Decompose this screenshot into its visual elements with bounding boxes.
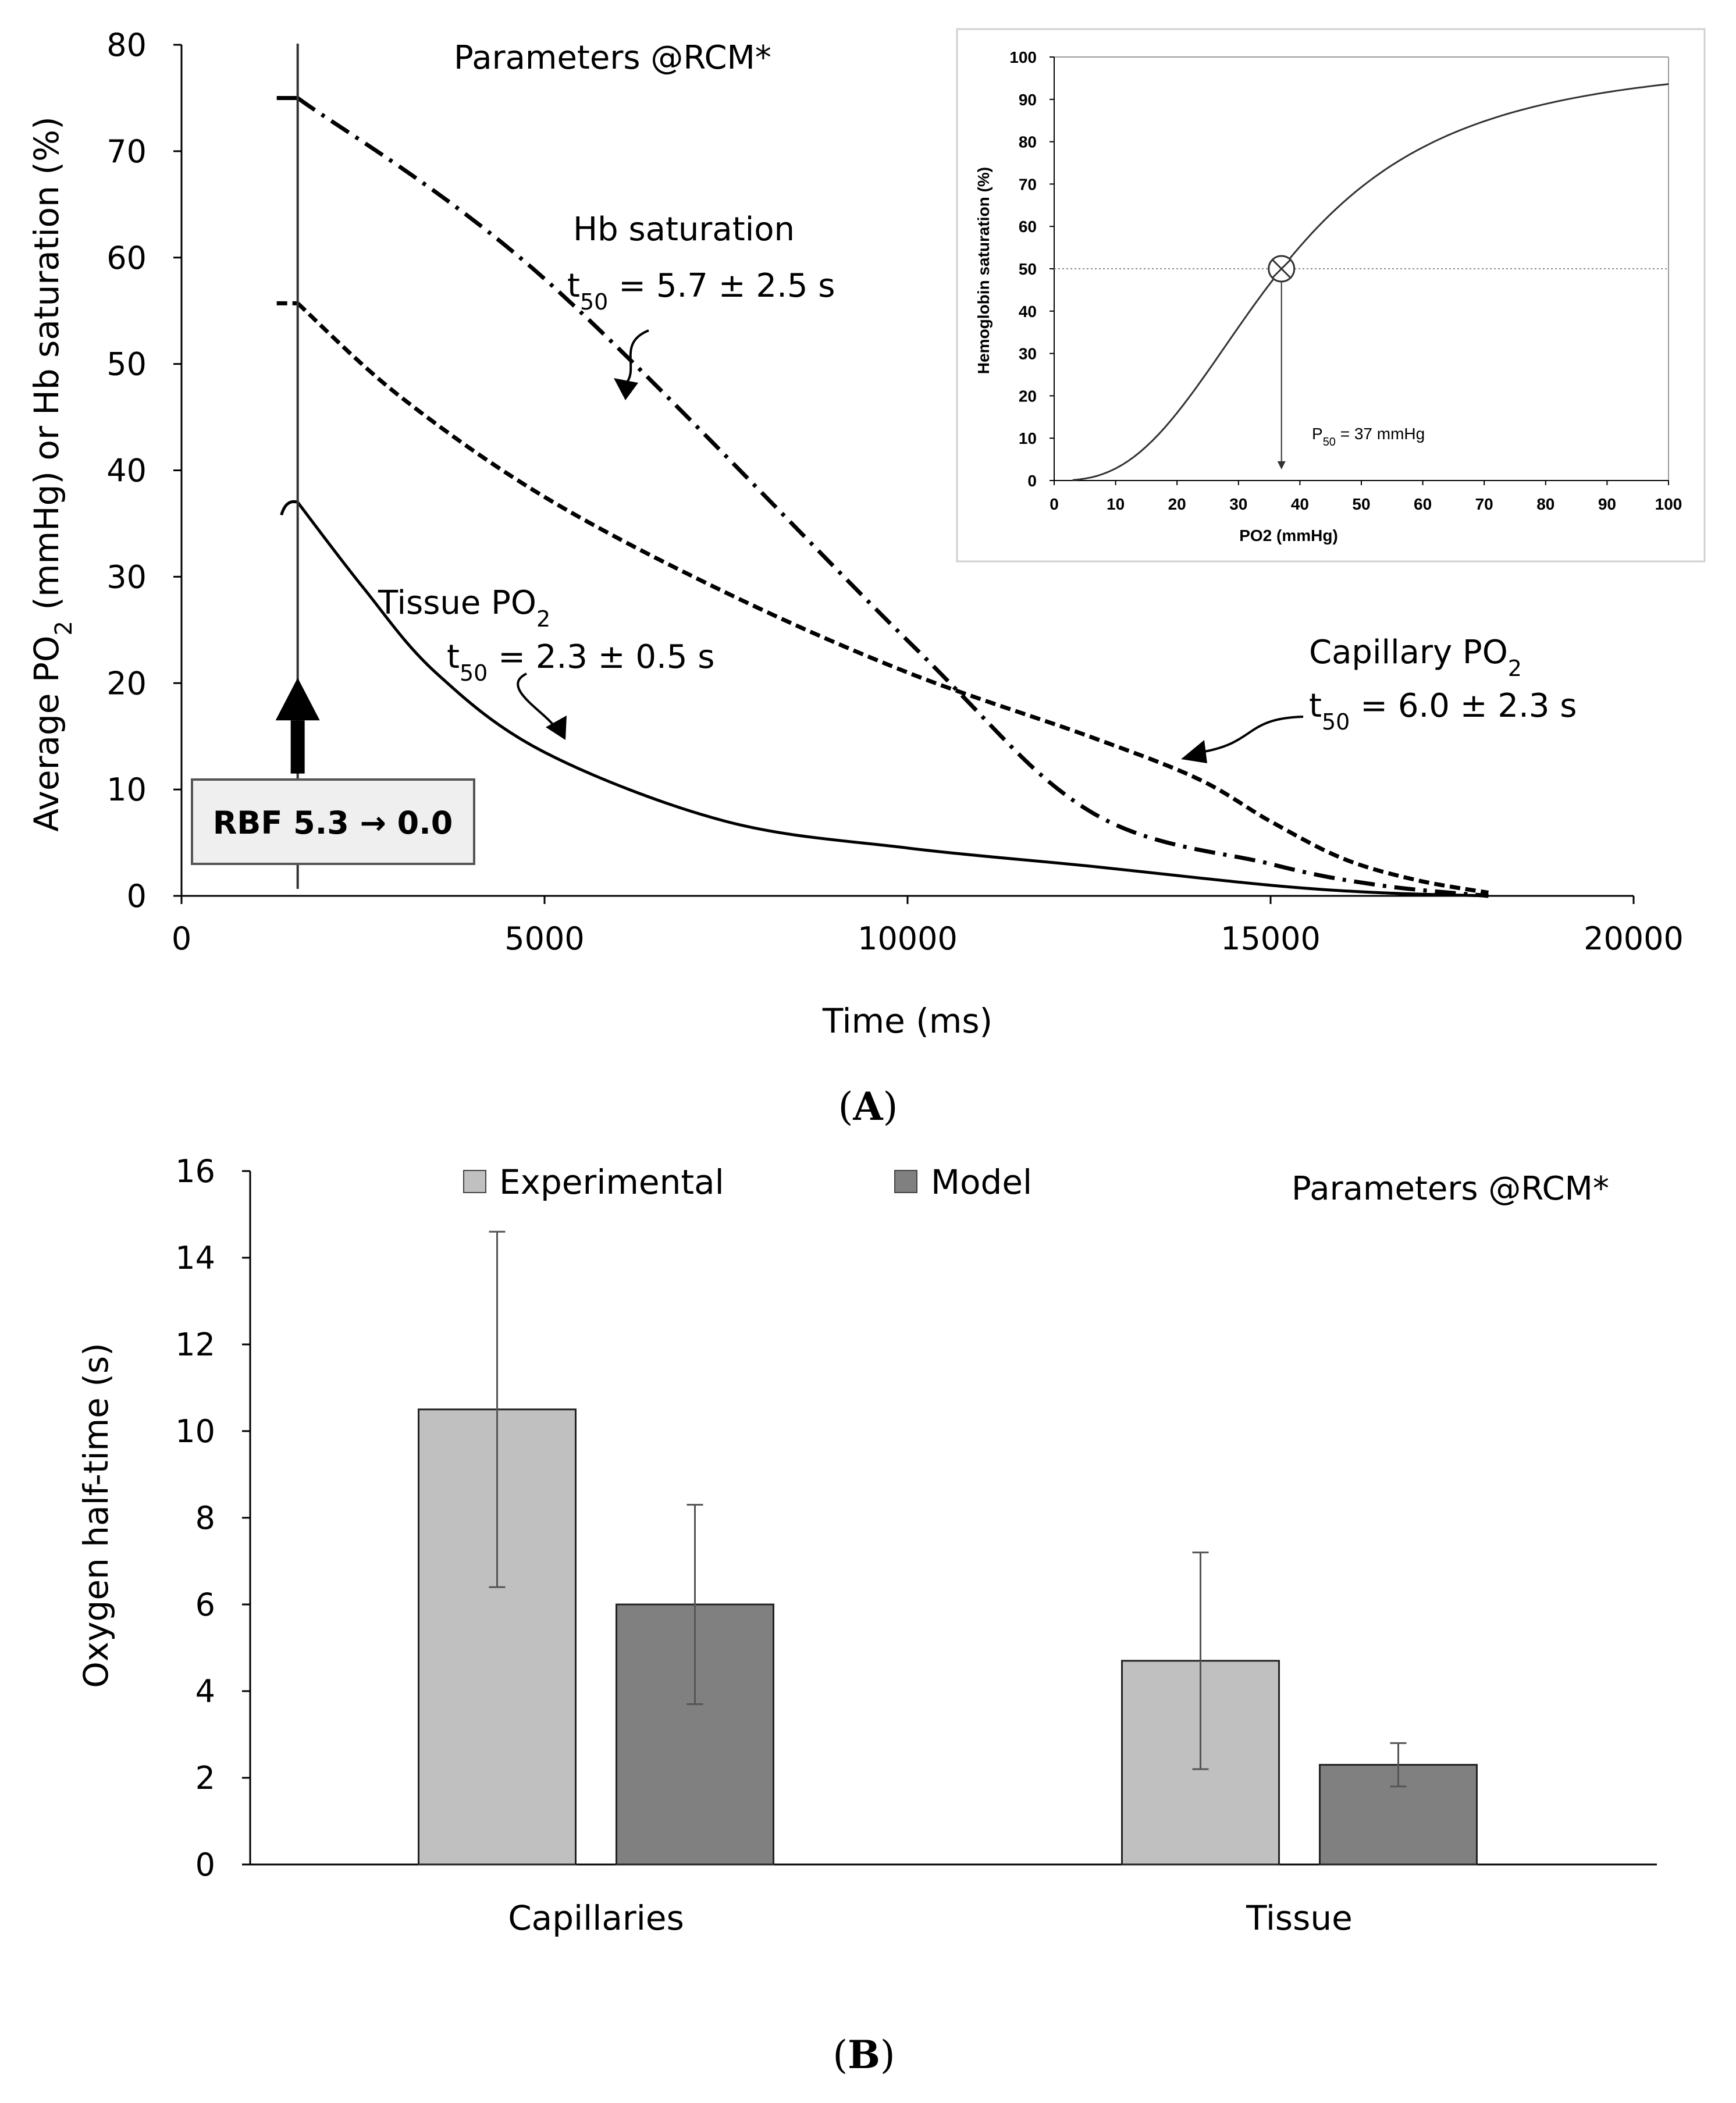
panel-b-y-label: Oxygen half-time (s) — [76, 1343, 116, 1688]
b-y-tick-label: 10 — [175, 1413, 215, 1450]
inset-y-tick-label: 50 — [1019, 260, 1037, 278]
inset-x-tick-label: 40 — [1291, 495, 1309, 513]
capillary-po2-line — [296, 301, 1489, 895]
inset-y-tick-label: 20 — [1019, 387, 1037, 405]
annotation-arrows — [517, 329, 1304, 753]
inset-y-tick-label: 100 — [1009, 48, 1037, 66]
a-y-tick-label: 20 — [106, 665, 147, 702]
legend-swatch-model — [894, 1170, 917, 1193]
b-y-tick-label: 8 — [195, 1500, 215, 1536]
panel-b-legend: Experimental Model — [463, 1162, 1032, 1202]
inset-x-tick-label: 90 — [1598, 495, 1616, 513]
inset-x-tick-label: 80 — [1536, 495, 1554, 513]
a-x-tick-label: 15000 — [1221, 920, 1321, 957]
rbf-event-marker — [275, 44, 320, 889]
panel-a-y-label: Average PO2 (mmHg) or Hb saturation (%) — [27, 116, 77, 831]
a-x-tick-label: 0 — [172, 920, 191, 957]
inset-x-tick-label: 30 — [1229, 495, 1247, 513]
b-category-label: Tissue — [1246, 1898, 1353, 1938]
a-y-tick-label: 40 — [106, 453, 147, 489]
panel-b-label: (B) — [833, 2032, 895, 2077]
panel-a-parameters-label: Parameters @RCM* — [454, 39, 771, 77]
inset-y-tick-label: 10 — [1019, 429, 1037, 447]
annotation-arrowheads — [546, 378, 1207, 763]
hb-t50-label: t50 = 5.7 ± 2.5 s — [567, 267, 835, 315]
inset-x-tick-label: 10 — [1107, 495, 1125, 513]
inset-y-tick-label: 70 — [1019, 175, 1037, 193]
capillary-t50-label: t50 = 6.0 ± 2.3 s — [1309, 687, 1577, 735]
event-arrow-head — [275, 678, 320, 721]
inset-p50-label: P50 = 37 mmHg — [1312, 425, 1425, 449]
b-y-tick-label: 6 — [195, 1586, 215, 1623]
b-y-tick-label: 12 — [175, 1326, 215, 1363]
a-y-tick-label: 30 — [106, 558, 147, 595]
a-y-tick-label: 60 — [106, 240, 147, 276]
rbf-box-label: RBF 5.3 → 0.0 — [213, 805, 453, 841]
capillary-po2-label: Capillary PO2 — [1309, 634, 1522, 681]
panel-b-parameters-label: Parameters @RCM* — [1292, 1170, 1609, 1208]
rbf-box: RBF 5.3 → 0.0 — [191, 778, 475, 865]
a-x-tick-label: 5000 — [504, 920, 584, 957]
inset-y-tick-label: 80 — [1019, 133, 1037, 151]
hb-saturation-line — [296, 96, 1489, 898]
b-category-label: Capillaries — [508, 1898, 684, 1938]
panel-a-x-label: Time (ms) — [822, 1001, 992, 1041]
inset-x-tick-label: 20 — [1168, 495, 1186, 513]
a-y-tick-label: 80 — [106, 27, 147, 63]
inset-x-label: PO2 (mmHg) — [1239, 526, 1338, 545]
inset-p50-marker-cross — [1272, 259, 1291, 279]
inset-x-tick-label: 60 — [1414, 495, 1432, 513]
inset-dissociation-curve — [1072, 83, 1669, 481]
legend-label-model: Model — [931, 1162, 1032, 1202]
legend-swatch-experimental — [463, 1170, 486, 1193]
a-x-tick-label: 10000 — [858, 920, 958, 957]
inset-hemoglobin-curve: 0 10 20 30 40 50 60 70 80 90 100 0 10 20 30 40 50 60 70 80 9… — [956, 28, 1706, 563]
panel-b-bar-chart: 0 2 4 6 8 10 12 14 16 Capillaries Tissue Experime… — [76, 1153, 1657, 2077]
b-y-tick-label: 16 — [175, 1153, 215, 1190]
inset-y-tick-label: 60 — [1019, 218, 1037, 236]
inset-y-tick-label: 40 — [1019, 303, 1037, 321]
inset-y-label: Hemoglobin saturation (%) — [974, 167, 992, 374]
panel-a-label: (A) — [838, 1084, 898, 1129]
inset-x-tick-label: 100 — [1655, 495, 1682, 513]
a-x-tick-label: 20000 — [1584, 920, 1684, 957]
tissue-po2-label: Tissue PO2 — [378, 584, 550, 632]
inset-y-tick-label: 30 — [1019, 345, 1037, 363]
a-y-tick-label: 0 — [127, 878, 147, 914]
inset-y-tick-label: 90 — [1019, 91, 1037, 109]
event-arrow-shaft — [290, 720, 305, 774]
inset-x-tick-label: 50 — [1352, 495, 1370, 513]
b-y-tick-label: 2 — [195, 1760, 215, 1796]
a-y-tick-label: 10 — [106, 771, 147, 808]
inset-y-tick-label: 0 — [1027, 472, 1037, 490]
a-y-tick-label: 50 — [106, 346, 147, 383]
b-y-tick-label: 14 — [175, 1240, 215, 1276]
inset-x-tick-label: 0 — [1050, 495, 1059, 513]
a-y-tick-label: 70 — [106, 133, 147, 170]
tissue-po2-line — [296, 501, 1489, 898]
hb-saturation-label: Hb saturation — [573, 211, 795, 248]
inset-x-tick-label: 70 — [1475, 495, 1493, 513]
inset-p50-arrowhead — [1277, 461, 1286, 469]
b-y-tick-label: 4 — [195, 1673, 215, 1710]
tissue-po2-lead-in — [280, 500, 298, 516]
tissue-t50-label: t50 = 2.3 ± 0.5 s — [447, 638, 714, 686]
b-y-tick-label: 0 — [195, 1846, 215, 1883]
legend-label-experimental: Experimental — [499, 1162, 724, 1202]
